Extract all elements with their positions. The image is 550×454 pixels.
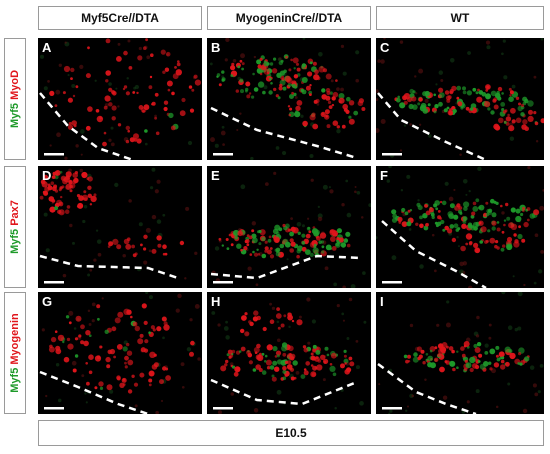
scale-bar xyxy=(382,407,402,410)
scale-bar xyxy=(382,281,402,284)
micrograph-panel-i: I xyxy=(376,292,544,414)
micrograph-image xyxy=(39,167,198,284)
panel-letter: H xyxy=(211,294,221,309)
stage-label: E10.5 xyxy=(275,426,307,440)
dashed-boundary-line xyxy=(210,254,363,280)
micrograph-image xyxy=(39,292,201,414)
column-header-label: Myf5Cre//DTA xyxy=(81,11,159,25)
micrograph-panel-e: E xyxy=(207,166,371,288)
micrograph-panel-d: D xyxy=(38,166,202,288)
scale-bar xyxy=(382,153,402,156)
panel-letter: A xyxy=(42,40,52,55)
dashed-boundary-line xyxy=(210,106,358,160)
dashed-boundary-line xyxy=(210,378,358,406)
dashed-boundary-line xyxy=(381,220,487,288)
column-header-myogenincre-dta: MyogeninCre//DTA xyxy=(207,6,371,30)
micrograph-panel-b: B xyxy=(207,38,371,160)
panel-letter: F xyxy=(380,168,388,183)
micrograph-image xyxy=(210,171,371,288)
row-header-myf5-myogenin: Myf5 Myogenin xyxy=(4,292,26,414)
row-header-myf5-myod: Myf5 MyoD xyxy=(4,38,26,160)
dashed-boundary-line xyxy=(39,254,179,280)
panel-letter: B xyxy=(211,40,221,55)
dashed-boundary-line xyxy=(39,370,149,414)
scale-bar xyxy=(213,281,233,284)
micrograph-panel-h: H xyxy=(207,292,371,414)
red-stain-label: Myogenin xyxy=(9,313,21,365)
panel-letter: D xyxy=(42,168,52,183)
stage-label-box: E10.5 xyxy=(38,420,544,446)
micrograph-image xyxy=(39,38,201,160)
panel-letter: E xyxy=(211,168,220,183)
panel-letter: C xyxy=(380,40,390,55)
column-header-label: MyogeninCre//DTA xyxy=(235,11,343,25)
micrograph-image xyxy=(377,292,544,414)
micrograph-panel-f: F xyxy=(376,166,544,288)
column-header-label: WT xyxy=(450,11,470,25)
micrograph-panel-g: G xyxy=(38,292,202,414)
row-header-label: Myf5 MyoD xyxy=(9,70,21,128)
green-stain-label: Myf5 xyxy=(9,228,21,254)
column-header-myf5cre-dta: Myf5Cre//DTA xyxy=(38,6,202,30)
micrograph-image xyxy=(376,166,544,288)
micrograph-panel-c: C xyxy=(376,38,544,160)
red-stain-label: Pax7 xyxy=(9,200,21,226)
column-header-wt: WT xyxy=(376,6,544,30)
micrograph-image xyxy=(210,297,367,414)
scale-bar xyxy=(213,407,233,410)
red-stain-label: MyoD xyxy=(9,69,21,100)
scale-bar xyxy=(44,153,64,156)
dashed-boundary-line xyxy=(377,92,487,160)
scale-bar xyxy=(44,281,64,284)
panel-letter: I xyxy=(380,294,384,309)
dashed-boundary-line xyxy=(377,362,477,414)
row-header-label: Myf5 Pax7 xyxy=(9,200,21,254)
row-header-myf5-pax7: Myf5 Pax7 xyxy=(4,166,26,288)
green-stain-label: Myf5 xyxy=(9,102,21,129)
micrograph-image xyxy=(209,38,366,160)
micrograph-image xyxy=(376,38,544,160)
panel-letter: G xyxy=(42,294,53,309)
row-header-label: Myf5 Myogenin xyxy=(9,313,21,392)
micrograph-panel-a: A xyxy=(38,38,202,160)
green-stain-label: Myf5 xyxy=(9,367,21,393)
dashed-boundary-line xyxy=(39,92,134,160)
scale-bar xyxy=(44,407,64,410)
scale-bar xyxy=(213,153,233,156)
